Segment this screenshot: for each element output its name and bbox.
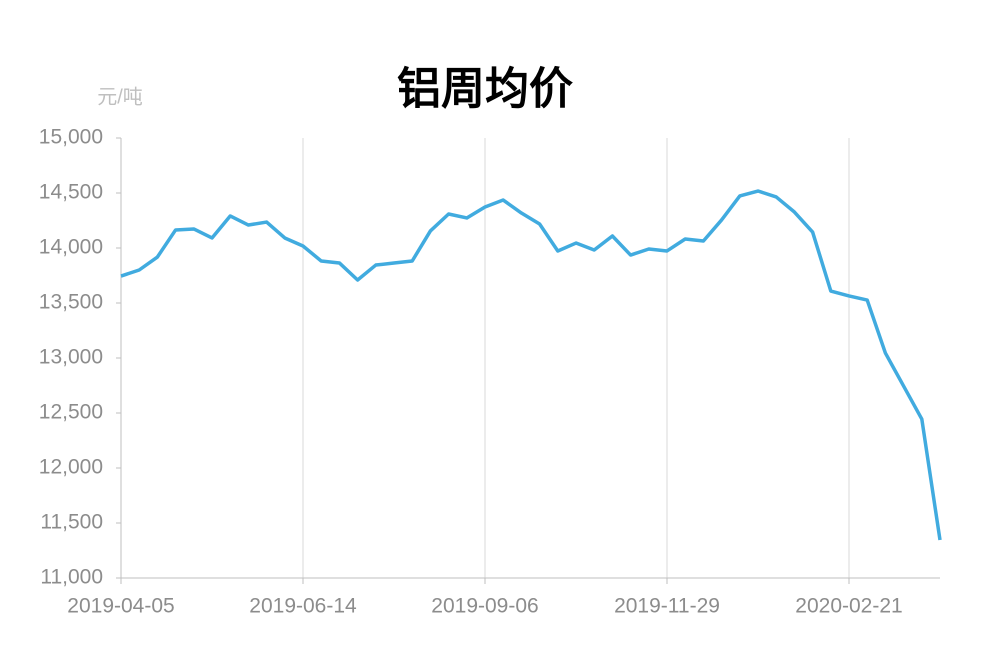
y-tick-label: 13,500 xyxy=(39,291,103,314)
x-tick-label: 2019-06-14 xyxy=(249,595,357,618)
line xyxy=(120,189,942,541)
y-tick-label: 12,000 xyxy=(39,456,103,479)
chart-title: 铝周均价 xyxy=(397,65,573,114)
x-tick-label: 2019-11-29 xyxy=(614,595,720,618)
y-tick-label: 11,500 xyxy=(40,511,103,534)
y-tick-label: 11,000 xyxy=(40,566,103,589)
y-tick-label: 12,500 xyxy=(39,401,103,424)
y-tick-label: 15,000 xyxy=(39,126,103,149)
x-tick-label: 2019-04-05 xyxy=(67,595,174,618)
y-tick-label: 13,000 xyxy=(39,346,103,369)
x-tick-label: 2020-02-21 xyxy=(795,595,902,618)
y-unit: 元/吨 xyxy=(97,85,143,108)
y-tick-label: 14,000 xyxy=(39,236,103,259)
y-tick-label: 14,500 xyxy=(39,181,103,204)
x-tick-label: 2019-09-06 xyxy=(431,595,538,618)
